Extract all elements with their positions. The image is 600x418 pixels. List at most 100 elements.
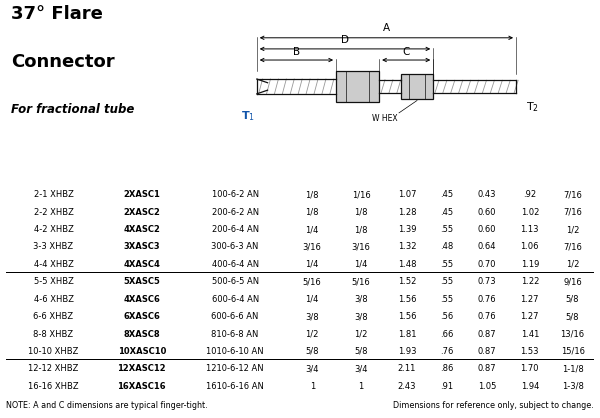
Text: 8XASC8: 8XASC8 (124, 329, 160, 339)
Text: 15/16: 15/16 (560, 347, 584, 356)
Text: 1.32: 1.32 (398, 242, 416, 252)
Text: 3XASC3: 3XASC3 (124, 242, 160, 252)
Text: 1/4: 1/4 (305, 260, 319, 269)
Text: INTER
CHANGES
WITH: INTER CHANGES WITH (214, 152, 257, 183)
Text: 1.07: 1.07 (398, 190, 416, 199)
Text: 1/4: 1/4 (355, 260, 368, 269)
Text: .91: .91 (440, 382, 454, 391)
Text: TUBE
O.D.: TUBE O.D. (349, 157, 373, 177)
Text: D: D (527, 163, 533, 172)
Text: C: C (403, 47, 410, 57)
Text: .55: .55 (440, 225, 454, 234)
Text: 1.05: 1.05 (478, 382, 496, 391)
Text: 1.48: 1.48 (398, 260, 416, 269)
Text: 1/2: 1/2 (305, 329, 319, 339)
Text: .55: .55 (440, 277, 454, 286)
Text: 1/8: 1/8 (355, 225, 368, 234)
Text: 1.56: 1.56 (398, 295, 416, 304)
Text: 1/4: 1/4 (305, 295, 319, 304)
Text: CPI™
PART NO.: CPI™ PART NO. (32, 157, 74, 177)
Text: 1.53: 1.53 (521, 347, 539, 356)
Text: A: A (404, 163, 410, 172)
Text: 13/16: 13/16 (560, 329, 584, 339)
Text: 5-5 XHBZ: 5-5 XHBZ (34, 277, 73, 286)
Text: 2.43: 2.43 (398, 382, 416, 391)
Text: 1.70: 1.70 (521, 364, 539, 373)
Text: 0.70: 0.70 (478, 260, 496, 269)
Text: .56: .56 (440, 312, 454, 321)
Text: 5/8: 5/8 (355, 347, 368, 356)
Text: D: D (341, 35, 349, 45)
Text: 4XASC6: 4XASC6 (124, 295, 160, 304)
Text: .76: .76 (440, 347, 454, 356)
Text: 5/16: 5/16 (303, 277, 322, 286)
Text: FLARE
END: FLARE END (298, 157, 326, 177)
Text: 1.52: 1.52 (398, 277, 416, 286)
Text: 9/16: 9/16 (563, 277, 582, 286)
Text: 8-8 XHBZ: 8-8 XHBZ (34, 329, 74, 339)
Text: 1210-6-12 AN: 1210-6-12 AN (206, 364, 264, 373)
Text: .66: .66 (440, 329, 454, 339)
Text: 3/8: 3/8 (354, 312, 368, 321)
Text: .86: .86 (440, 364, 454, 373)
Text: 200-6-4 AN: 200-6-4 AN (212, 225, 259, 234)
Text: 1010-6-10 AN: 1010-6-10 AN (206, 347, 264, 356)
Text: 1-3/8: 1-3/8 (562, 382, 584, 391)
Text: 1/8: 1/8 (305, 208, 319, 217)
Text: 16XASC16: 16XASC16 (118, 382, 166, 391)
Text: Dimensions for reference only, subject to change.: Dimensions for reference only, subject t… (393, 401, 594, 410)
Text: 2XASC1: 2XASC1 (124, 190, 160, 199)
Text: 1.94: 1.94 (521, 382, 539, 391)
Text: 3/4: 3/4 (355, 364, 368, 373)
Text: B: B (444, 163, 450, 172)
Text: 4XASC2: 4XASC2 (124, 225, 160, 234)
Text: 7/16: 7/16 (563, 190, 582, 199)
Text: 0.64: 0.64 (478, 242, 496, 252)
Text: 2.11: 2.11 (398, 364, 416, 373)
Text: 600-6-4 AN: 600-6-4 AN (212, 295, 259, 304)
Text: 400-6-4 AN: 400-6-4 AN (212, 260, 259, 269)
Text: 1/2: 1/2 (566, 260, 579, 269)
Text: 1.19: 1.19 (521, 260, 539, 269)
Text: 0.87: 0.87 (478, 329, 496, 339)
Text: 1/2: 1/2 (566, 225, 579, 234)
Text: 4XASC4: 4XASC4 (124, 260, 160, 269)
Text: NOTE: A and C dimensions are typical finger-tight.: NOTE: A and C dimensions are typical fin… (6, 401, 208, 410)
Text: .55: .55 (440, 260, 454, 269)
Text: 200-6-2 AN: 200-6-2 AN (212, 208, 259, 217)
Text: 1.22: 1.22 (521, 277, 539, 286)
Text: 3/16: 3/16 (303, 242, 322, 252)
Text: 1/16: 1/16 (352, 190, 370, 199)
Text: 0.87: 0.87 (478, 364, 496, 373)
Text: 1.13: 1.13 (521, 225, 539, 234)
Text: 5XASC5: 5XASC5 (124, 277, 160, 286)
Text: 7/16: 7/16 (563, 242, 582, 252)
Text: 2-1 XHBZ: 2-1 XHBZ (34, 190, 73, 199)
Text: 0.73: 0.73 (478, 277, 496, 286)
Text: .45: .45 (440, 208, 454, 217)
Text: 1/4: 1/4 (305, 225, 319, 234)
Text: 16-16 XHBZ: 16-16 XHBZ (28, 382, 79, 391)
Text: 810-6-8 AN: 810-6-8 AN (211, 329, 259, 339)
Text: 300-6-3 AN: 300-6-3 AN (211, 242, 259, 252)
Text: 0.60: 0.60 (478, 225, 496, 234)
Text: 2-2 XHBZ: 2-2 XHBZ (34, 208, 73, 217)
Text: 5/8: 5/8 (566, 312, 580, 321)
Text: W
HEX: W HEX (563, 157, 582, 177)
Text: 1.56: 1.56 (398, 312, 416, 321)
Text: 6-6 XHBZ: 6-6 XHBZ (34, 312, 74, 321)
Text: 10-10 XHBZ: 10-10 XHBZ (28, 347, 79, 356)
Text: 3/16: 3/16 (352, 242, 371, 252)
Text: 4-2 XHBZ: 4-2 XHBZ (34, 225, 73, 234)
Text: 0.76: 0.76 (478, 312, 496, 321)
Text: .92: .92 (523, 190, 536, 199)
Text: 1.81: 1.81 (398, 329, 416, 339)
Text: 2XASC2: 2XASC2 (124, 208, 160, 217)
Text: Connector: Connector (11, 53, 115, 71)
Text: .45: .45 (440, 190, 454, 199)
FancyBboxPatch shape (401, 74, 433, 99)
Text: 3/8: 3/8 (305, 312, 319, 321)
Text: 5/16: 5/16 (352, 277, 370, 286)
Text: A: A (383, 23, 390, 33)
Text: 500-6-5 AN: 500-6-5 AN (212, 277, 259, 286)
